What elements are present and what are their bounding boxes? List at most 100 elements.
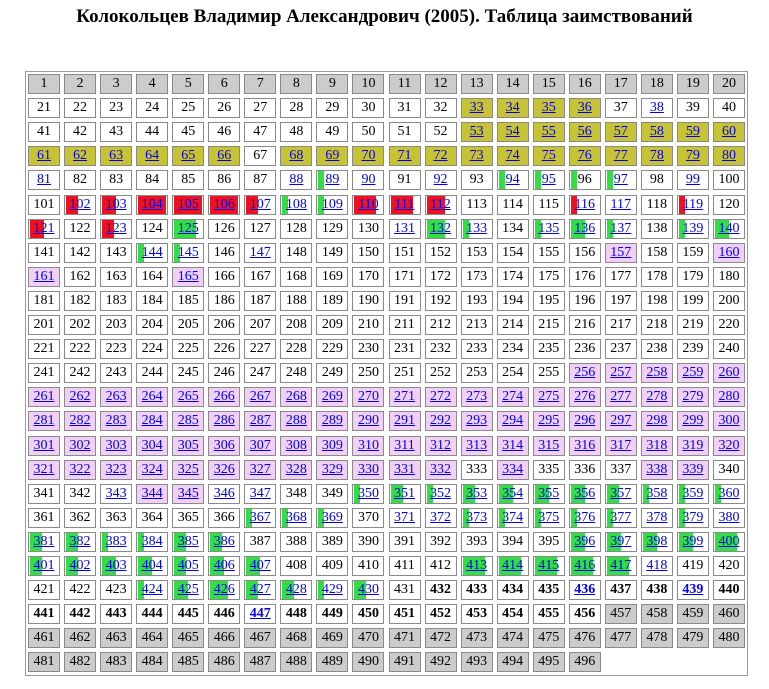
table-cell-145[interactable]: 145 xyxy=(172,242,205,263)
table-cell-356[interactable]: 356 xyxy=(568,483,601,504)
table-cell-95[interactable]: 95 xyxy=(532,170,565,191)
table-cell-284[interactable]: 284 xyxy=(136,411,169,432)
table-cell-105[interactable]: 105 xyxy=(172,194,205,215)
table-cell-125[interactable]: 125 xyxy=(172,218,205,239)
table-cell-343[interactable]: 343 xyxy=(100,483,133,504)
table-cell-307[interactable]: 307 xyxy=(244,435,277,456)
table-cell-121[interactable]: 121 xyxy=(28,218,60,239)
table-cell-385[interactable]: 385 xyxy=(172,531,205,552)
table-cell-294[interactable]: 294 xyxy=(496,411,529,432)
table-cell-332[interactable]: 332 xyxy=(424,459,457,480)
table-cell-263[interactable]: 263 xyxy=(100,387,133,408)
table-cell-399[interactable]: 399 xyxy=(676,531,709,552)
table-cell-295[interactable]: 295 xyxy=(532,411,565,432)
table-cell-334[interactable]: 334 xyxy=(496,459,529,480)
table-cell-111[interactable]: 111 xyxy=(388,194,421,215)
table-cell-33[interactable]: 33 xyxy=(460,98,493,119)
table-cell-355[interactable]: 355 xyxy=(532,483,565,504)
table-cell-314[interactable]: 314 xyxy=(496,435,529,456)
table-cell-57[interactable]: 57 xyxy=(604,122,637,143)
table-cell-374[interactable]: 374 xyxy=(496,507,529,528)
table-cell-65[interactable]: 65 xyxy=(172,146,205,167)
table-cell-256[interactable]: 256 xyxy=(568,363,601,384)
table-cell-447[interactable]: 447 xyxy=(244,604,277,625)
table-cell-136[interactable]: 136 xyxy=(568,218,601,239)
table-cell-311[interactable]: 311 xyxy=(388,435,421,456)
table-cell-377[interactable]: 377 xyxy=(604,507,637,528)
table-cell-58[interactable]: 58 xyxy=(640,122,673,143)
table-cell-398[interactable]: 398 xyxy=(640,531,673,552)
table-cell-59[interactable]: 59 xyxy=(676,122,709,143)
table-cell-272[interactable]: 272 xyxy=(424,387,457,408)
table-cell-407[interactable]: 407 xyxy=(244,556,277,576)
table-cell-424[interactable]: 424 xyxy=(136,580,169,601)
table-cell-267[interactable]: 267 xyxy=(244,387,277,408)
table-cell-36[interactable]: 36 xyxy=(568,98,601,119)
table-cell-66[interactable]: 66 xyxy=(208,146,241,167)
table-cell-70[interactable]: 70 xyxy=(352,146,385,167)
table-cell-425[interactable]: 425 xyxy=(172,580,205,601)
table-cell-131[interactable]: 131 xyxy=(388,218,421,239)
table-cell-268[interactable]: 268 xyxy=(280,387,313,408)
table-cell-81[interactable]: 81 xyxy=(28,170,60,191)
table-cell-90[interactable]: 90 xyxy=(352,170,385,191)
table-cell-325[interactable]: 325 xyxy=(172,459,205,480)
table-cell-280[interactable]: 280 xyxy=(712,387,745,408)
table-cell-275[interactable]: 275 xyxy=(532,387,565,408)
table-cell-259[interactable]: 259 xyxy=(676,363,709,384)
table-cell-269[interactable]: 269 xyxy=(316,387,349,408)
table-cell-71[interactable]: 71 xyxy=(388,146,421,167)
table-cell-38[interactable]: 38 xyxy=(640,98,673,119)
table-cell-287[interactable]: 287 xyxy=(244,411,277,432)
table-cell-373[interactable]: 373 xyxy=(460,507,493,528)
table-cell-417[interactable]: 417 xyxy=(604,556,637,576)
table-cell-317[interactable]: 317 xyxy=(604,435,637,456)
table-cell-321[interactable]: 321 xyxy=(28,459,60,480)
table-cell-270[interactable]: 270 xyxy=(352,387,385,408)
table-cell-304[interactable]: 304 xyxy=(136,435,169,456)
table-cell-112[interactable]: 112 xyxy=(424,194,457,215)
table-cell-264[interactable]: 264 xyxy=(136,387,169,408)
table-cell-135[interactable]: 135 xyxy=(532,218,565,239)
table-cell-339[interactable]: 339 xyxy=(676,459,709,480)
table-cell-266[interactable]: 266 xyxy=(208,387,241,408)
table-cell-382[interactable]: 382 xyxy=(64,531,97,552)
table-cell-315[interactable]: 315 xyxy=(532,435,565,456)
table-cell-344[interactable]: 344 xyxy=(136,483,169,504)
table-cell-97[interactable]: 97 xyxy=(604,170,637,191)
table-cell-429[interactable]: 429 xyxy=(316,580,349,601)
table-cell-106[interactable]: 106 xyxy=(208,194,241,215)
table-cell-405[interactable]: 405 xyxy=(172,556,205,576)
table-cell-261[interactable]: 261 xyxy=(28,387,60,408)
table-cell-331[interactable]: 331 xyxy=(388,459,421,480)
table-cell-288[interactable]: 288 xyxy=(280,411,313,432)
table-cell-330[interactable]: 330 xyxy=(352,459,385,480)
table-cell-347[interactable]: 347 xyxy=(244,483,277,504)
table-cell-79[interactable]: 79 xyxy=(676,146,709,167)
table-cell-292[interactable]: 292 xyxy=(424,411,457,432)
table-cell-117[interactable]: 117 xyxy=(604,194,637,215)
table-cell-328[interactable]: 328 xyxy=(280,459,313,480)
table-cell-359[interactable]: 359 xyxy=(676,483,709,504)
table-cell-381[interactable]: 381 xyxy=(28,531,60,552)
table-cell-289[interactable]: 289 xyxy=(316,411,349,432)
table-cell-375[interactable]: 375 xyxy=(532,507,565,528)
table-cell-281[interactable]: 281 xyxy=(28,411,60,432)
table-cell-119[interactable]: 119 xyxy=(676,194,709,215)
table-cell-73[interactable]: 73 xyxy=(460,146,493,167)
table-cell-291[interactable]: 291 xyxy=(388,411,421,432)
table-cell-296[interactable]: 296 xyxy=(568,411,601,432)
table-cell-372[interactable]: 372 xyxy=(424,507,457,528)
table-cell-396[interactable]: 396 xyxy=(568,531,601,552)
table-cell-430[interactable]: 430 xyxy=(352,580,385,601)
table-cell-283[interactable]: 283 xyxy=(100,411,133,432)
table-cell-55[interactable]: 55 xyxy=(532,122,565,143)
table-cell-260[interactable]: 260 xyxy=(712,363,745,384)
table-cell-338[interactable]: 338 xyxy=(640,459,673,480)
table-cell-290[interactable]: 290 xyxy=(352,411,385,432)
table-cell-258[interactable]: 258 xyxy=(640,363,673,384)
table-cell-383[interactable]: 383 xyxy=(100,531,133,552)
table-cell-322[interactable]: 322 xyxy=(64,459,97,480)
table-cell-76[interactable]: 76 xyxy=(568,146,601,167)
table-cell-414[interactable]: 414 xyxy=(496,556,529,576)
